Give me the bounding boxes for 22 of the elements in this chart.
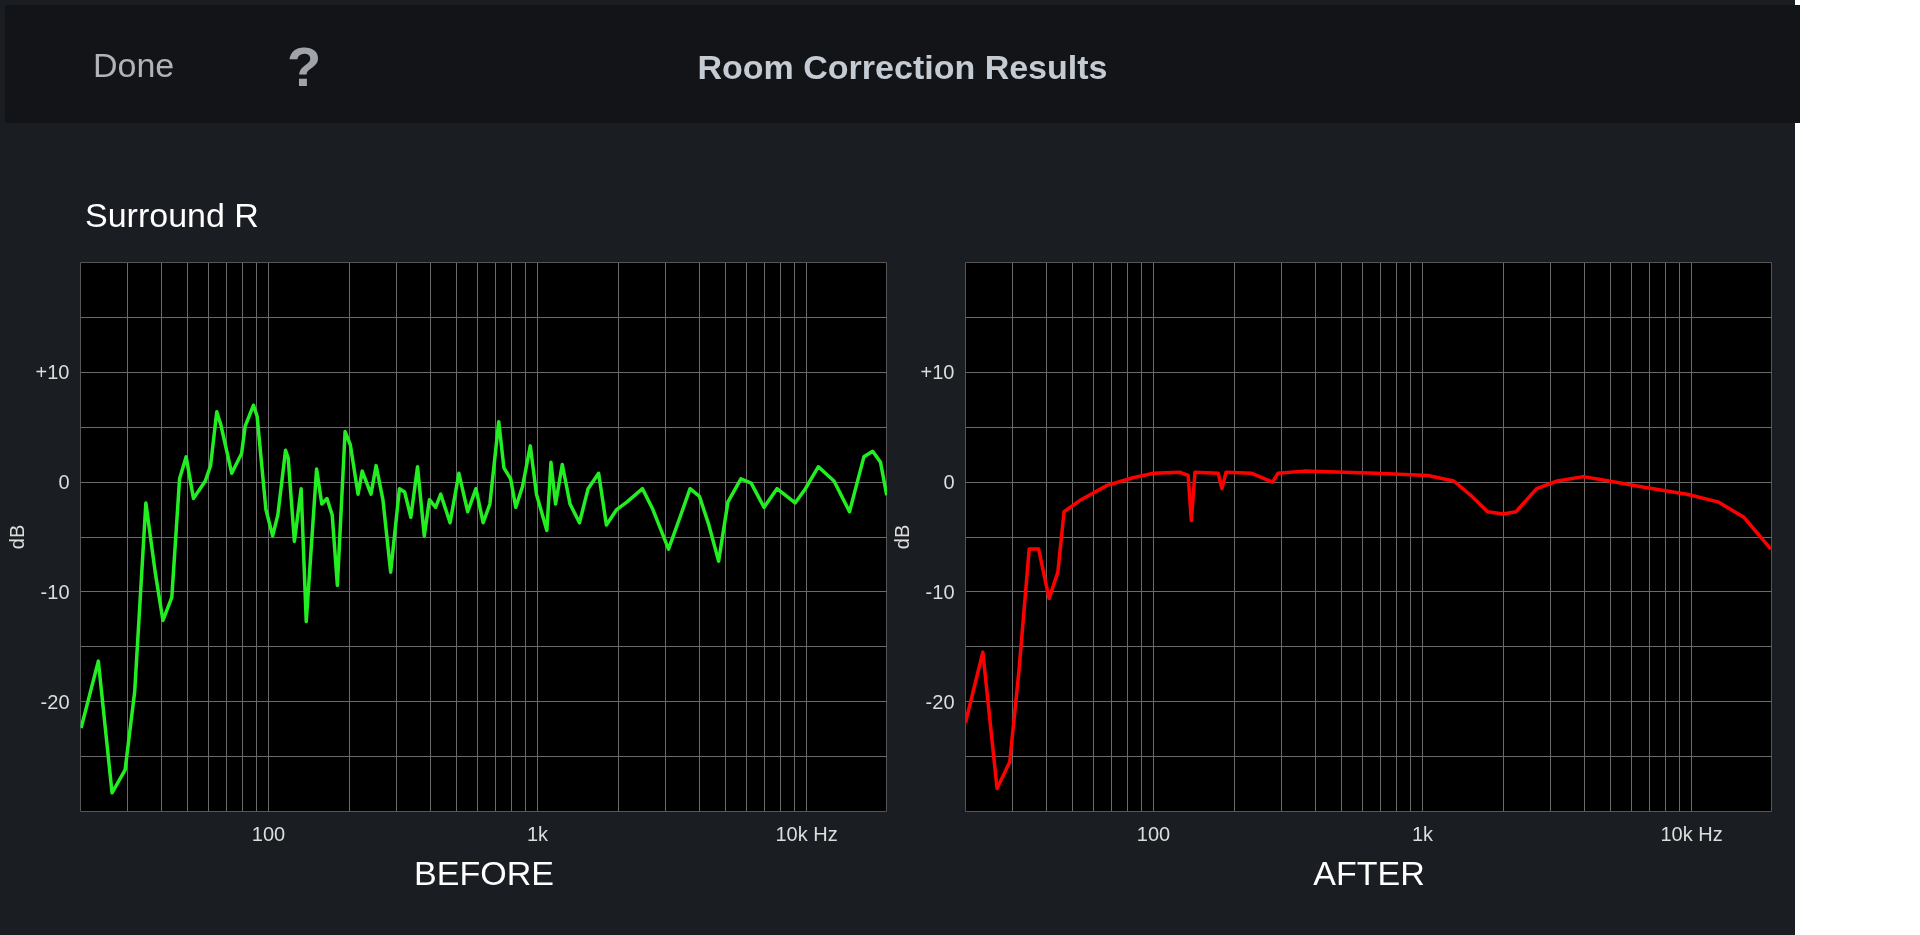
text: ? <box>287 34 322 100</box>
x-tick-label: 10k Hz <box>775 822 838 845</box>
y-axis-title: dB <box>5 524 28 550</box>
y-tick-label: 0 <box>943 471 955 494</box>
y-tick-label: +10 <box>920 361 955 384</box>
y-tick-label: -20 <box>925 690 955 713</box>
y-tick-label: -20 <box>40 690 70 713</box>
y-tick-label: 0 <box>58 471 70 494</box>
x-tick-label: 10k Hz <box>1660 822 1723 845</box>
x-axis-title: AFTER <box>1313 853 1425 892</box>
y-axis-title: dB <box>890 524 913 550</box>
y-tick-label: +10 <box>35 361 70 384</box>
x-tick-label: 100 <box>1136 822 1171 845</box>
x-tick-label: 1k <box>1411 822 1435 845</box>
y-tick-label: -10 <box>925 580 955 603</box>
chart-subtitle: Surround R <box>85 195 259 236</box>
chart-title: Room Correction Results <box>697 48 1108 86</box>
x-axis-title: BEFORE <box>414 853 554 892</box>
text: Done <box>93 45 175 86</box>
x-tick-label: 100 <box>251 822 286 845</box>
x-tick-label: 1k <box>526 822 550 845</box>
y-tick-label: -10 <box>40 580 70 603</box>
